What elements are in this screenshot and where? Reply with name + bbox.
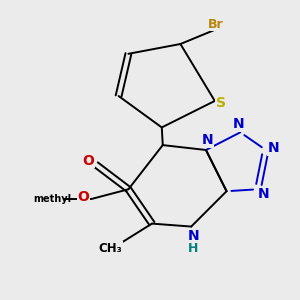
Text: N: N [258,187,270,201]
Text: O: O [77,190,89,204]
Text: Br: Br [208,18,224,31]
Text: N: N [202,133,214,147]
Text: H: H [188,242,198,255]
Text: S: S [216,96,226,110]
Text: methyl: methyl [33,194,71,204]
Text: N: N [268,141,280,155]
Text: O: O [82,154,94,168]
Text: N: N [232,118,244,131]
Text: N: N [188,230,199,243]
Text: CH₃: CH₃ [99,242,123,255]
